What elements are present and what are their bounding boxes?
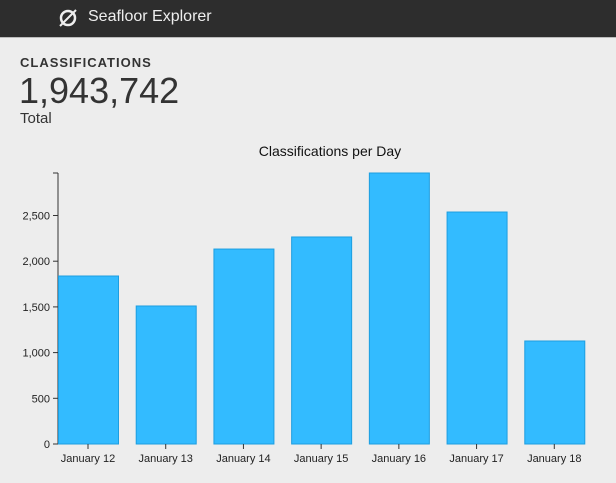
chart-title: Classifications per Day [259, 143, 401, 159]
bar-chart: Classifications per Day 0 500 1,000 1,500 2,… [22, 143, 586, 465]
bar [524, 340, 586, 445]
top-bar: Seafloor Explorer [0, 0, 616, 38]
x-tick-label: January 12 [61, 453, 115, 465]
y-tick-label: 1,500 [22, 302, 50, 314]
stat-label: CLASSIFICATIONS [20, 55, 152, 70]
y-tick-label: 1,000 [22, 348, 50, 360]
bar [368, 172, 430, 445]
bar [291, 236, 353, 445]
bar [58, 275, 119, 445]
bar [135, 305, 197, 445]
stat-sublabel: Total [20, 110, 52, 127]
x-tick-label: January 15 [294, 453, 348, 465]
x-tick-label: January 14 [216, 453, 270, 465]
x-tick-label: January 18 [527, 453, 581, 465]
bar [213, 248, 275, 445]
stat-value: 1,943,742 [19, 70, 180, 111]
x-tick-label: January 16 [372, 453, 426, 465]
x-tick-label: January 13 [138, 453, 192, 465]
app-title[interactable]: Seafloor Explorer [88, 8, 212, 25]
y-tick-label: 500 [32, 393, 50, 405]
bar [446, 211, 508, 445]
compass-icon[interactable] [58, 8, 78, 28]
y-tick-label: 0 [44, 439, 50, 451]
y-tick-label: 2,000 [22, 256, 50, 268]
y-tick-label: 2,500 [22, 211, 50, 223]
x-tick-label: January 17 [449, 453, 503, 465]
